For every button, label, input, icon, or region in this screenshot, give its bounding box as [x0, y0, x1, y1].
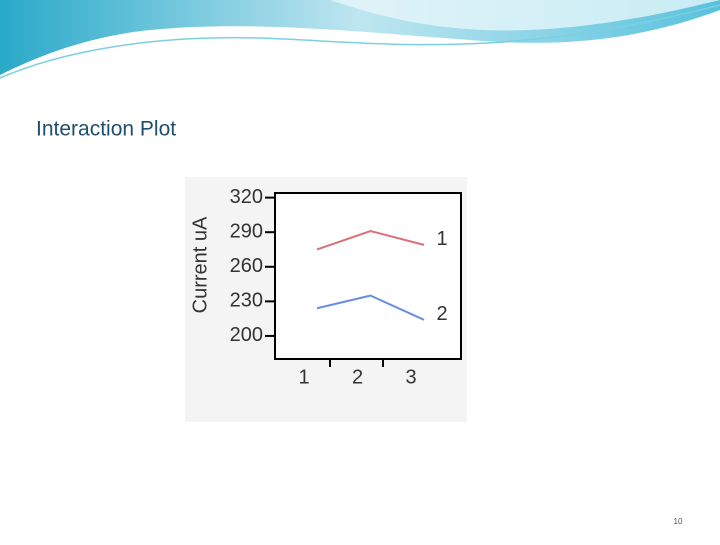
series-line — [316, 229, 425, 251]
y-tick-label: 230 — [230, 290, 263, 312]
series-label: 1 — [436, 228, 447, 250]
y-tick-label: 200 — [230, 324, 263, 346]
x-tick-label: 2 — [352, 366, 363, 388]
series-line — [316, 294, 425, 321]
x-tick-label: 3 — [405, 366, 416, 388]
page-number: 10 — [674, 517, 683, 526]
y-tick-label: 320 — [230, 186, 263, 208]
series-label: 2 — [436, 303, 447, 325]
y-axis-label: Current uA — [189, 216, 211, 313]
x-tick-label: 1 — [298, 366, 309, 388]
y-tick-label: 260 — [230, 255, 263, 277]
plot-frame — [274, 192, 462, 360]
header-line — [0, 4, 720, 79]
header-wave — [330, 0, 720, 31]
slide-title: Interaction Plot — [36, 118, 176, 141]
y-tick-label: 290 — [230, 220, 263, 242]
plot: 200 230 260 290 320 1 2 3 1 2 — [230, 186, 448, 388]
